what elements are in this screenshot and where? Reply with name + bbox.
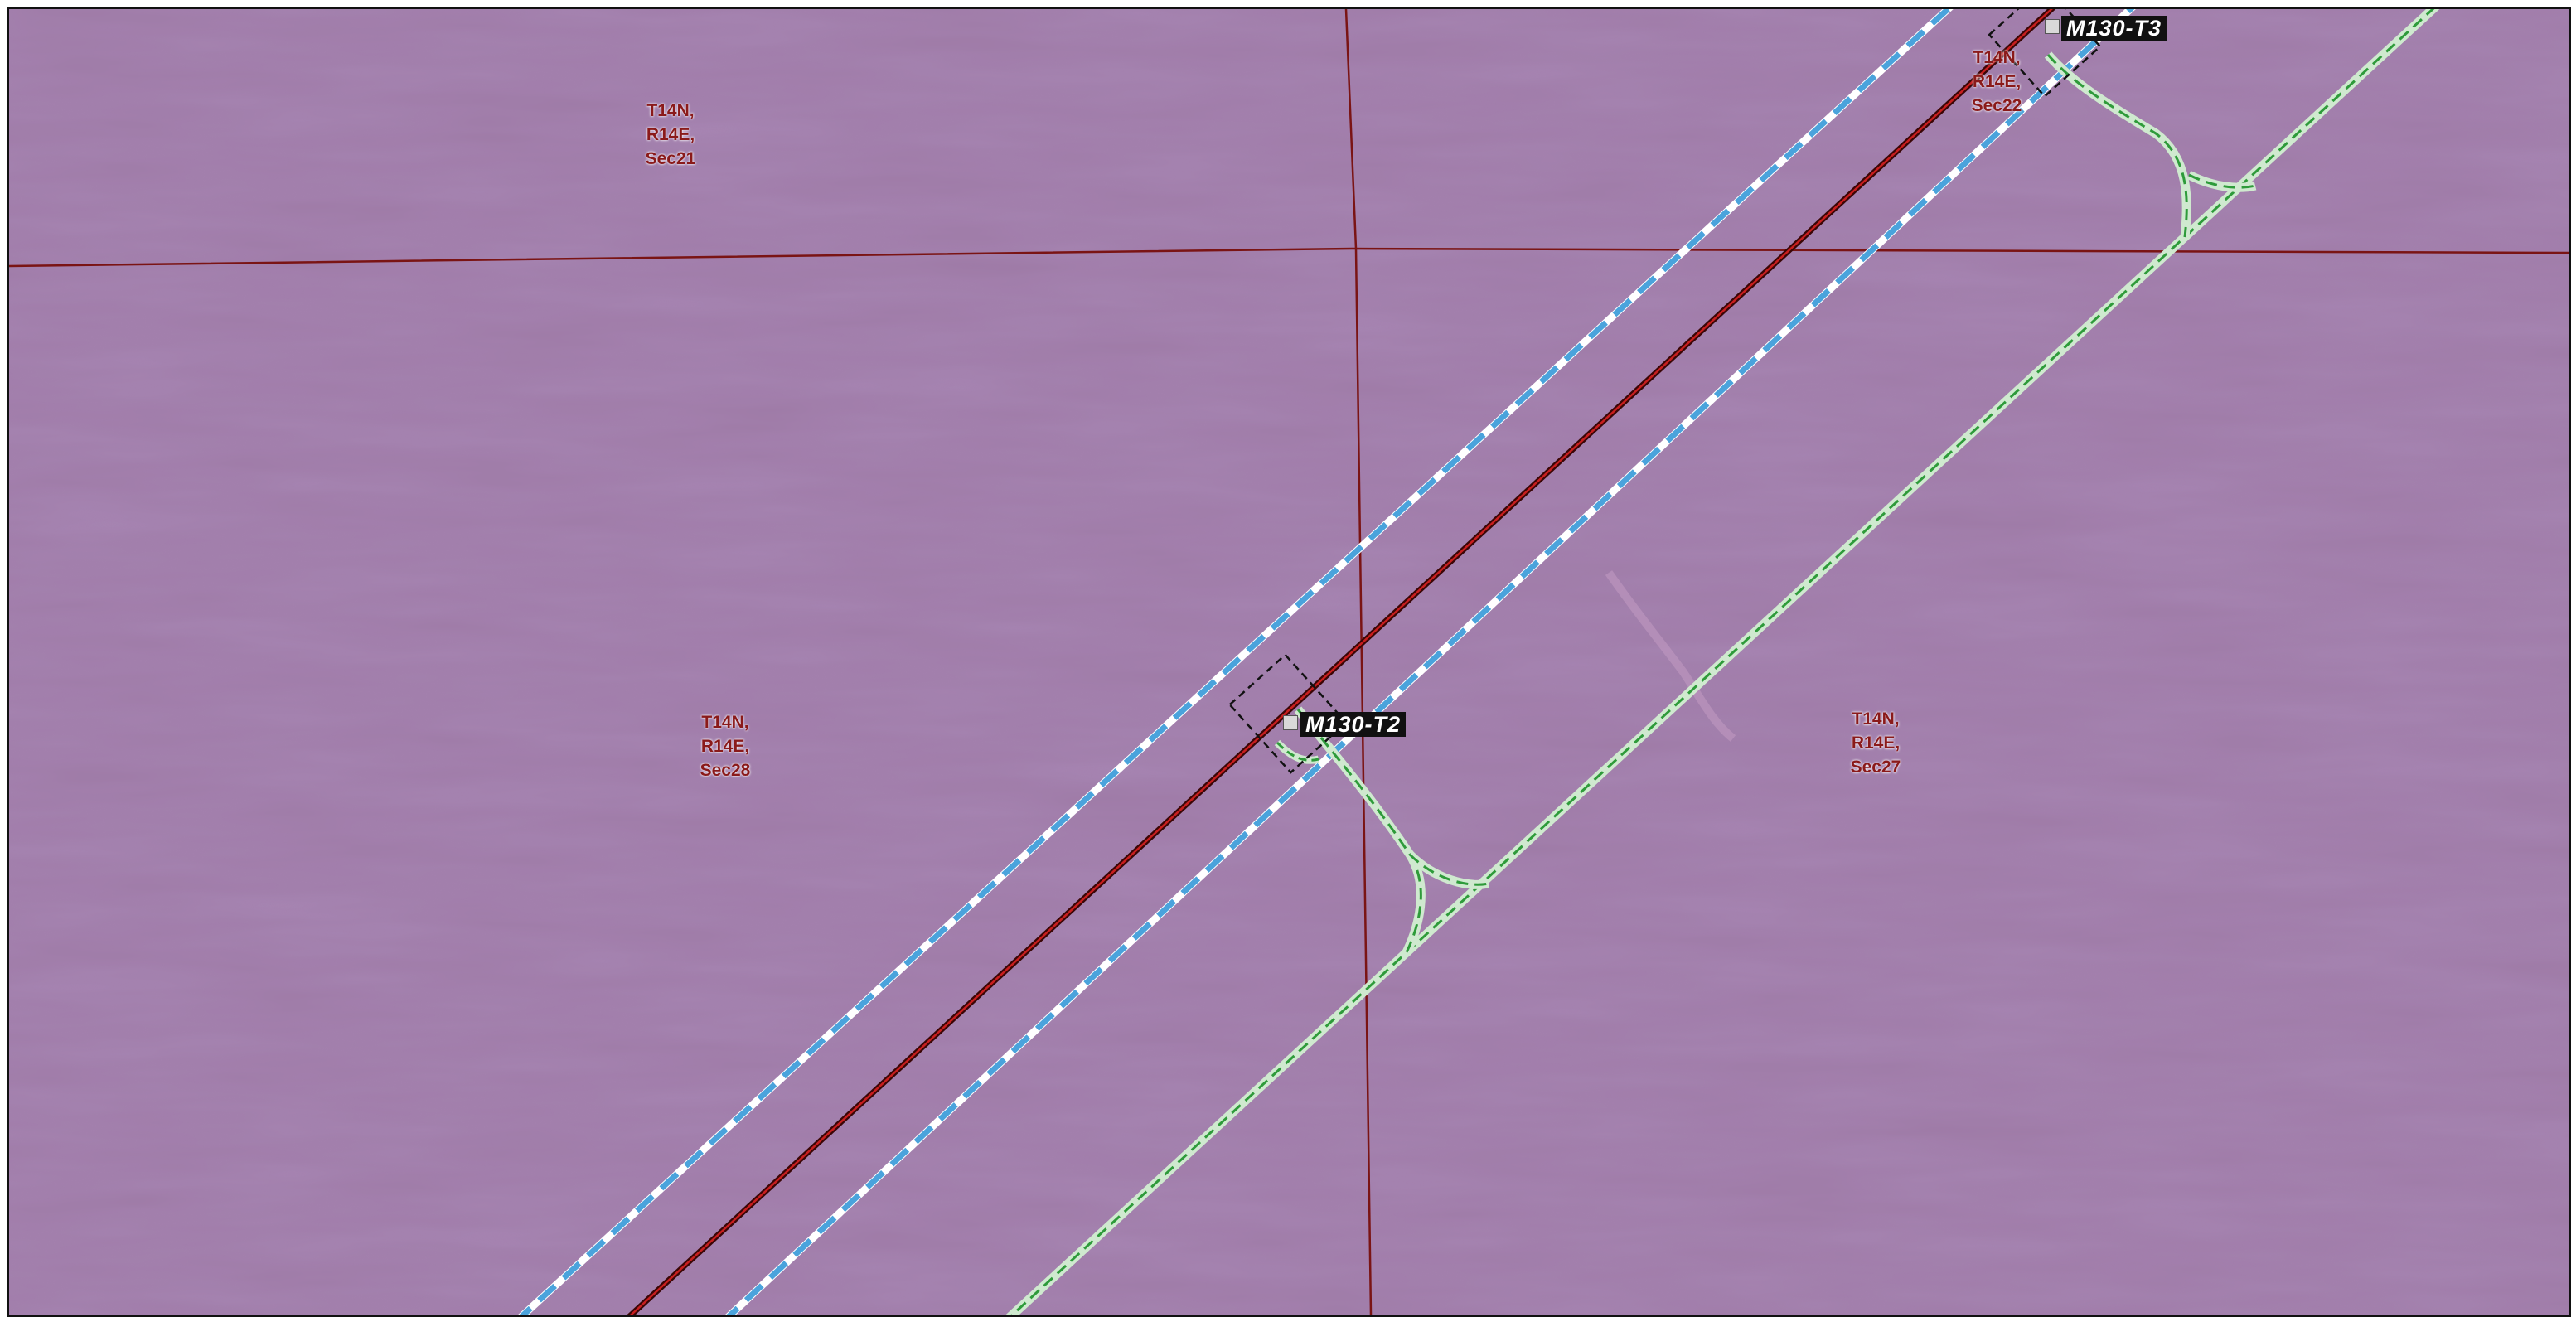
section-line-vertical	[1344, 9, 1373, 1315]
corridor-line-east	[725, 9, 2136, 1315]
turbine-label-t2[interactable]: M130-T2	[1300, 712, 1407, 737]
map-frame: M130-T2 M130-T3 T14N, R14E, Sec21 T14N, …	[7, 7, 2571, 1317]
access-roads	[1005, 9, 2440, 1315]
collection-line	[627, 9, 2056, 1315]
spur-road-t2	[1274, 706, 1490, 956]
section-label-sec21: T14N, R14E, Sec21	[604, 99, 737, 171]
section-label-line: R14E,	[646, 125, 695, 144]
corridor-lines	[518, 9, 2136, 1315]
terrain-grain	[9, 9, 2569, 1315]
section-label-line: T14N,	[1973, 48, 2021, 67]
turbine-marker-t3[interactable]	[2045, 19, 2060, 34]
section-label-line: Sec28	[700, 761, 751, 780]
main-access-road	[1005, 9, 2440, 1315]
section-label-line: Sec22	[1971, 96, 2022, 115]
section-label-sec22: T14N, R14E, Sec22	[1930, 46, 2063, 118]
aerial-map[interactable]	[9, 9, 2569, 1315]
section-label-line: Sec21	[645, 149, 696, 168]
spur-road-t3	[2044, 51, 2257, 238]
section-label-sec28: T14N, R14E, Sec28	[659, 710, 792, 782]
drainage-wash	[1605, 570, 1736, 742]
section-label-line: R14E,	[1851, 734, 1901, 753]
section-label-line: R14E,	[700, 737, 750, 756]
section-label-line: T14N,	[701, 713, 749, 732]
terrain-layer	[9, 9, 2569, 1315]
corridor-line-west	[518, 9, 1954, 1315]
section-label-sec27: T14N, R14E, Sec27	[1809, 707, 1942, 779]
section-label-line: R14E,	[1972, 72, 2022, 91]
turbine-label-t3[interactable]: M130-T3	[2061, 16, 2167, 41]
section-label-line: T14N,	[646, 101, 695, 120]
turbine-marker-t2[interactable]	[1283, 715, 1298, 730]
section-label-line: T14N,	[1852, 709, 1900, 729]
section-label-line: Sec27	[1850, 758, 1901, 777]
